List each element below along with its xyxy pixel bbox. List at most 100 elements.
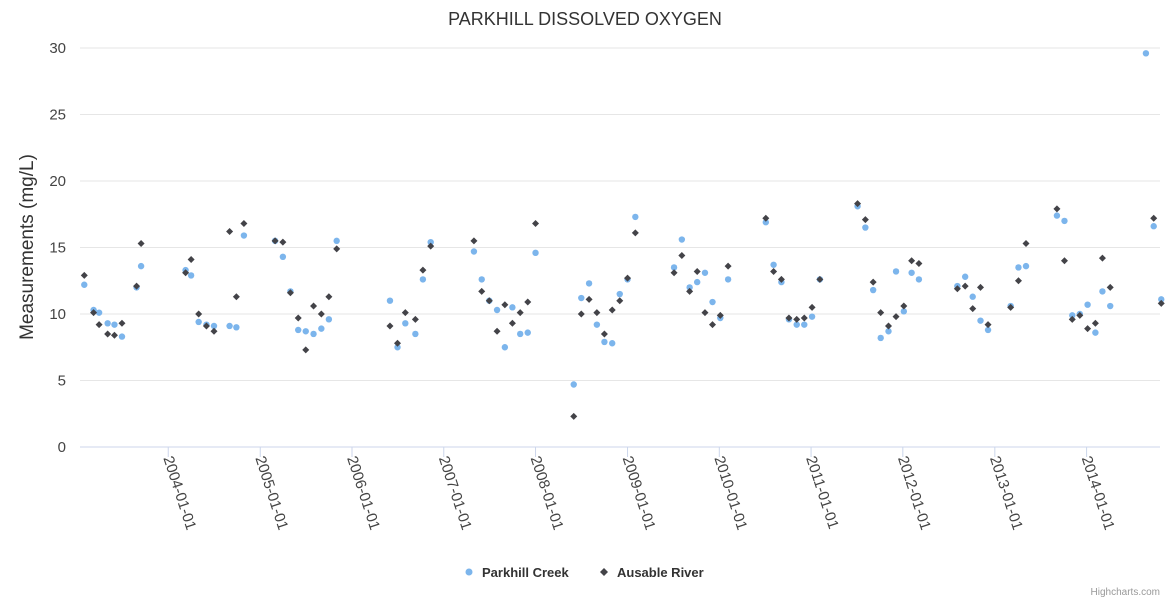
data-point-ausable-river[interactable] [532, 220, 540, 228]
data-point-ausable-river[interactable] [419, 266, 427, 274]
data-point-ausable-river[interactable] [1084, 325, 1092, 333]
data-point-ausable-river[interactable] [286, 289, 294, 297]
data-point-parkhill-creek[interactable] [609, 340, 616, 347]
data-point-parkhill-creek[interactable] [325, 316, 333, 323]
data-point-ausable-river[interactable] [202, 322, 210, 330]
data-point-ausable-river[interactable] [816, 275, 824, 283]
data-point-ausable-river[interactable] [808, 303, 816, 311]
data-point-ausable-river[interactable] [493, 327, 501, 335]
data-point-parkhill-creek[interactable] [908, 269, 915, 276]
data-point-ausable-river[interactable] [137, 240, 145, 248]
data-point-parkhill-creek[interactable] [310, 330, 317, 338]
data-point-ausable-river[interactable] [724, 262, 732, 270]
data-point-parkhill-creek[interactable] [516, 330, 524, 338]
data-point-ausable-river[interactable] [478, 287, 486, 295]
data-point-ausable-river[interactable] [953, 285, 961, 293]
data-point-ausable-river[interactable] [411, 315, 419, 323]
data-point-ausable-river[interactable] [785, 314, 793, 322]
data-point-parkhill-creek[interactable] [1053, 212, 1061, 219]
data-point-parkhill-creek[interactable] [578, 294, 585, 302]
data-point-ausable-river[interactable] [1098, 254, 1106, 262]
data-point-parkhill-creek[interactable] [187, 272, 195, 279]
data-point-parkhill-creek[interactable] [915, 276, 923, 283]
data-point-parkhill-creek[interactable] [593, 321, 601, 328]
data-point-ausable-river[interactable] [616, 297, 624, 305]
data-point-ausable-river[interactable] [600, 330, 608, 338]
data-point-ausable-river[interactable] [110, 331, 118, 339]
data-point-ausable-river[interactable] [915, 259, 923, 267]
data-point-ausable-river[interactable] [892, 313, 900, 321]
data-point-ausable-river[interactable] [232, 293, 240, 301]
data-point-parkhill-creek[interactable] [532, 249, 539, 257]
data-point-parkhill-creek[interactable] [240, 232, 248, 239]
data-point-parkhill-creek[interactable] [709, 298, 716, 306]
data-point-ausable-river[interactable] [1076, 311, 1084, 319]
data-point-ausable-river[interactable] [394, 339, 402, 347]
data-point-ausable-river[interactable] [593, 309, 601, 317]
data-point-ausable-river[interactable] [1053, 205, 1061, 213]
data-point-ausable-river[interactable] [869, 278, 877, 286]
data-point-parkhill-creek[interactable] [808, 313, 816, 320]
data-point-parkhill-creek[interactable] [1069, 312, 1076, 319]
data-point-ausable-river[interactable] [1091, 319, 1099, 327]
data-point-ausable-river[interactable] [1014, 277, 1022, 285]
data-point-ausable-river[interactable] [861, 216, 869, 224]
data-point-ausable-river[interactable] [1150, 214, 1158, 222]
data-point-ausable-river[interactable] [670, 269, 678, 277]
data-point-ausable-river[interactable] [1106, 283, 1114, 291]
data-point-ausable-river[interactable] [877, 309, 885, 317]
data-point-parkhill-creek[interactable] [501, 344, 509, 351]
data-point-ausable-river[interactable] [118, 319, 126, 327]
data-point-parkhill-creek[interactable] [977, 317, 984, 324]
data-point-parkhill-creek[interactable] [118, 333, 126, 340]
data-point-parkhill-creek[interactable] [877, 334, 884, 342]
data-point-parkhill-creek[interactable] [693, 278, 701, 286]
data-point-parkhill-creek[interactable] [801, 321, 808, 328]
data-point-ausable-river[interactable] [884, 322, 892, 330]
data-point-parkhill-creek[interactable] [1158, 296, 1165, 303]
data-point-parkhill-creek[interactable] [1107, 302, 1114, 310]
data-point-ausable-river[interactable] [1157, 299, 1165, 307]
data-point-ausable-river[interactable] [95, 321, 103, 329]
data-point-parkhill-creek[interactable] [295, 326, 302, 334]
data-point-ausable-river[interactable] [80, 271, 88, 279]
data-point-ausable-river[interactable] [701, 309, 709, 317]
data-point-ausable-river[interactable] [310, 302, 318, 310]
data-point-parkhill-creek[interactable] [585, 280, 593, 287]
data-point-parkhill-creek[interactable] [670, 264, 678, 271]
legend-label-ausable-river[interactable]: Ausable River [617, 565, 704, 580]
data-point-parkhill-creek[interactable] [1142, 50, 1150, 57]
data-point-ausable-river[interactable] [325, 293, 333, 301]
data-point-parkhill-creek[interactable] [900, 308, 908, 315]
data-point-ausable-river[interactable] [585, 295, 593, 303]
legend-item-ausable-river[interactable]: Ausable River [600, 565, 704, 580]
data-point-parkhill-creek[interactable] [678, 236, 686, 243]
data-point-ausable-river[interactable] [969, 305, 977, 313]
data-point-parkhill-creek[interactable] [632, 213, 639, 221]
data-point-ausable-river[interactable] [401, 309, 409, 317]
data-point-parkhill-creek[interactable] [318, 325, 325, 332]
data-point-ausable-river[interactable] [961, 282, 969, 290]
data-point-ausable-river[interactable] [624, 274, 632, 282]
data-point-parkhill-creek[interactable] [1099, 288, 1106, 295]
data-point-parkhill-creek[interactable] [570, 381, 577, 388]
data-point-parkhill-creek[interactable] [1015, 264, 1022, 271]
data-point-ausable-river[interactable] [900, 302, 908, 310]
data-point-ausable-river[interactable] [501, 301, 509, 309]
data-point-ausable-river[interactable] [516, 309, 524, 317]
data-point-parkhill-creek[interactable] [233, 324, 240, 331]
data-point-parkhill-creek[interactable] [1061, 217, 1068, 225]
data-point-ausable-river[interactable] [709, 321, 717, 329]
data-point-parkhill-creek[interactable] [1092, 329, 1099, 336]
data-point-parkhill-creek[interactable] [402, 320, 409, 327]
data-point-ausable-river[interactable] [762, 214, 770, 222]
data-point-ausable-river[interactable] [271, 237, 279, 245]
data-point-ausable-river[interactable] [333, 245, 341, 253]
data-point-ausable-river[interactable] [187, 255, 195, 263]
data-point-parkhill-creek[interactable] [601, 338, 608, 346]
data-point-ausable-river[interactable] [485, 297, 493, 305]
data-point-parkhill-creek[interactable] [885, 328, 892, 335]
legend-label-parkhill-creek[interactable]: Parkhill Creek [482, 565, 569, 580]
data-point-parkhill-creek[interactable] [984, 326, 992, 334]
data-point-ausable-river[interactable] [104, 330, 112, 338]
